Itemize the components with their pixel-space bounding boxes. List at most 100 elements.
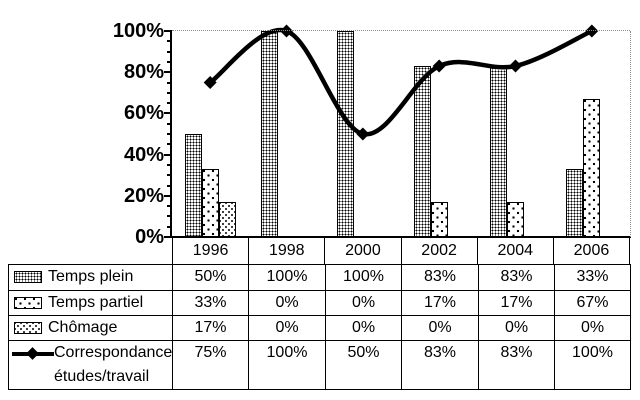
legend-entry: Correspondance études/travail: [12, 341, 172, 389]
table-row-temps-partiel: Temps partiel 33% 0% 0% 17% 17% 67%: [8, 290, 631, 316]
bar-temps-partiel-2006: [583, 98, 601, 238]
data-table: Temps plein 50% 100% 100% 83% 83% 33% Temps par…: [8, 264, 631, 390]
y-axis-tick-label: 20%: [123, 184, 164, 207]
y-minor-tick: [167, 60, 172, 63]
y-axis-tick-label: 40%: [123, 143, 164, 166]
cell-value: 0%: [580, 319, 605, 336]
x-category-label: 2002: [421, 242, 457, 259]
y-axis-tick-label: 80%: [123, 61, 164, 84]
cell-value: 83%: [423, 344, 457, 361]
diamond-marker-1996: [203, 76, 217, 89]
line-correspondance: [208, 27, 593, 137]
value-cell: 33%: [554, 264, 631, 291]
y-minor-tick: [167, 174, 172, 177]
legend-cell: Temps partiel: [8, 290, 173, 316]
value-cell: 0%: [478, 315, 555, 341]
y-minor-tick: [167, 122, 172, 125]
legend-cell: Chômage: [8, 315, 173, 341]
table-row-ch-mage: Chômage 17% 0% 0% 0% 0% 0%: [8, 315, 631, 341]
bar-temps-partiel-2004: [507, 201, 524, 238]
diamond-marker-2002: [432, 59, 446, 73]
value-cell: 17%: [172, 315, 249, 341]
value-cell: 0%: [248, 290, 326, 316]
y-axis-tick-label: 60%: [123, 102, 164, 125]
bar-ch-mage-1996: [218, 201, 236, 238]
cell-value: 33%: [576, 268, 609, 285]
y-minor-tick: [167, 225, 172, 228]
gridline-100-percent: [172, 30, 630, 32]
x-category-label: 1998: [268, 242, 305, 259]
value-cell: 0%: [248, 315, 326, 341]
value-cell: 17%: [401, 290, 479, 316]
value-cell: 83%: [478, 340, 555, 390]
series-label: Temps plein: [48, 265, 133, 289]
cell-value: 17%: [423, 294, 457, 311]
bar-temps-plein-2006: [566, 169, 584, 238]
value-cell: 83%: [401, 264, 479, 291]
y-minor-tick: [167, 163, 172, 166]
legend-swatch-dense-dots: [14, 271, 42, 283]
y-axis-tick-label: 100%: [112, 20, 164, 42]
value-cell: 100%: [248, 264, 326, 291]
y-minor-tick: [167, 40, 172, 43]
cell-value: 50%: [194, 268, 227, 285]
y-minor-tick: [167, 91, 172, 94]
x-axis-category-row: 1996 1998 2000 2002 2004 2006: [172, 238, 631, 264]
plot-right-frame: [629, 31, 631, 237]
series-label-line: études/travail: [54, 368, 150, 385]
x-category-label: 2006: [573, 242, 610, 259]
x-category-cell: 2000: [325, 238, 402, 264]
y-axis-tick-label: 0%: [135, 226, 164, 248]
series-label: Correspondance études/travail: [54, 341, 172, 389]
value-cell: 83%: [401, 340, 479, 390]
cell-value: 0%: [351, 294, 376, 311]
series-label-line: Temps partiel: [48, 294, 144, 311]
cell-value: 83%: [423, 268, 457, 285]
series-label: Temps partiel: [48, 291, 143, 315]
table-row-correspondance-tudes-travail: Correspondance études/travail 75% 100% 50% 83…: [8, 340, 631, 390]
cell-value: 17%: [194, 319, 227, 336]
y-minor-tick: [167, 143, 172, 146]
cell-value: 0%: [275, 319, 299, 336]
y-minor-tick: [167, 184, 172, 187]
legend-cell: Temps plein: [8, 264, 173, 291]
cell-value: 33%: [194, 294, 227, 311]
value-cell: 67%: [554, 290, 631, 316]
cell-value: 50%: [347, 344, 380, 361]
diamond-marker-1998: [280, 24, 293, 38]
y-minor-tick: [167, 215, 172, 218]
x-axis-line: [164, 236, 631, 238]
cell-value: 17%: [500, 294, 533, 311]
legend-line-diamond-swatch: [12, 346, 54, 360]
cell-value: 100%: [266, 344, 308, 361]
value-cell: 100%: [325, 264, 402, 291]
x-category-cell: 1996: [173, 238, 250, 264]
legend-entry: Chômage: [12, 316, 172, 340]
value-cell: 100%: [248, 340, 326, 390]
y-minor-tick: [167, 81, 172, 84]
cell-value: 0%: [275, 294, 299, 311]
value-cell: 0%: [554, 315, 631, 341]
diamond-marker-2004: [509, 59, 522, 73]
y-minor-tick: [167, 205, 172, 208]
cell-value: 75%: [194, 344, 227, 361]
x-category-label: 2000: [345, 242, 381, 259]
legend-entry: Temps partiel: [12, 291, 172, 315]
value-cell: 100%: [554, 340, 631, 390]
cell-value: 0%: [351, 319, 376, 336]
bar-temps-plein-1996: [184, 134, 202, 238]
legend-cell: Correspondance études/travail: [8, 340, 173, 390]
y-minor-tick: [167, 50, 172, 53]
series-label: Chômage: [48, 316, 117, 340]
x-category-cell: 1998: [249, 238, 326, 264]
value-cell: 50%: [325, 340, 402, 390]
legend-entry: Temps plein: [12, 265, 172, 289]
legend-swatch-sparse-specks: [14, 297, 42, 309]
y-major-tick: [164, 30, 172, 32]
bar-temps-plein-2004: [490, 66, 507, 238]
cell-value: 83%: [500, 344, 533, 361]
bar-temps-partiel-2002: [430, 201, 448, 238]
y-major-tick: [164, 194, 172, 197]
y-minor-tick: [167, 133, 172, 135]
value-cell: 17%: [478, 290, 555, 316]
